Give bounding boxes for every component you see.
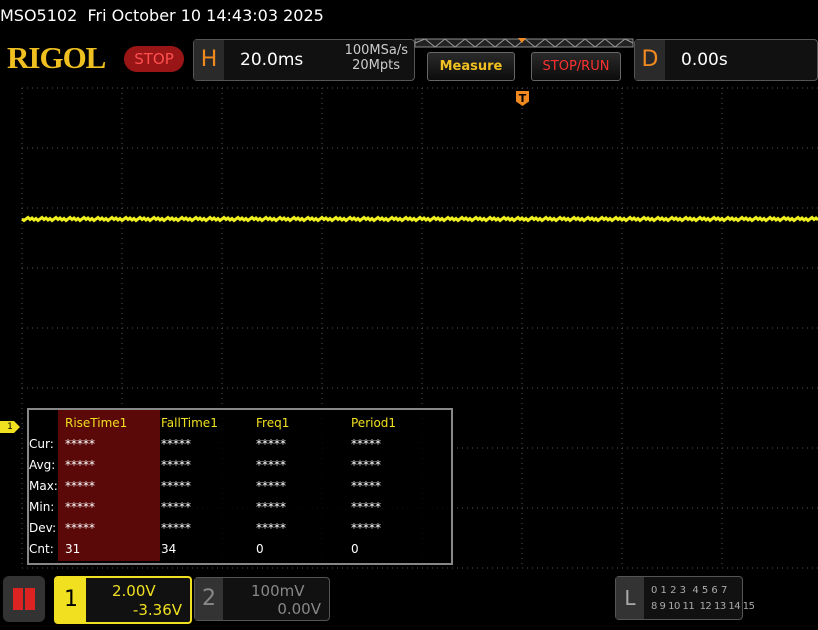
logo: RIGOL	[7, 40, 106, 75]
memory-bar	[414, 38, 634, 48]
measure-value: *****	[351, 437, 381, 451]
timebase: 20.0ms	[240, 50, 304, 70]
memory-marker	[518, 38, 526, 43]
channel-marker: 1	[0, 421, 20, 433]
channel-offset: -3.36V	[132, 601, 182, 619]
menu-icon	[13, 588, 35, 610]
measure-value: 0	[256, 542, 264, 556]
status-text: MSO5102 Fri October 10 14:43:03 2025	[0, 6, 324, 25]
column-header: RiseTime1	[65, 416, 128, 430]
measure-value: *****	[351, 458, 381, 472]
channel-1-panel[interactable]: 1 2.00V -3.36V	[54, 576, 192, 624]
measure-value: *****	[65, 437, 95, 451]
measure-value: *****	[65, 458, 95, 472]
measure-value: 31	[65, 542, 81, 556]
measure-value: *****	[256, 458, 286, 472]
measure-value: *****	[161, 458, 191, 472]
memory-depth: 20Mpts	[352, 58, 400, 73]
row-label: Cnt:	[29, 542, 54, 556]
channel-number: 2	[195, 578, 223, 620]
horizontal-panel[interactable]: H 20.0ms 100MSa/s 20Mpts	[193, 39, 415, 81]
channel-scale: 100mV	[251, 582, 305, 600]
row-label: Cur:	[29, 437, 54, 451]
row-label: Min:	[29, 500, 55, 514]
measure-value: *****	[65, 521, 95, 535]
delay-panel[interactable]: D 0.00s	[634, 39, 818, 81]
menu-button[interactable]	[3, 576, 45, 622]
measure-value: 0	[351, 542, 359, 556]
column-header: Period1	[351, 416, 397, 430]
waveform-trace	[21, 215, 818, 223]
channel-offset: 0.00V	[277, 600, 321, 618]
trigger-marker: T	[516, 91, 529, 106]
measure-button[interactable]: Measure	[427, 52, 515, 81]
row-label: Dev:	[29, 521, 57, 535]
logic-panel[interactable]: L 0 1 2 3 4 5 6 7 8 9 10 11 12 13 14 15	[615, 576, 755, 620]
logic-row: 0 1 2 3 4 5 6 7	[651, 585, 728, 596]
stop-run-button[interactable]: STOP/RUN	[531, 52, 621, 81]
measure-value: *****	[351, 521, 381, 535]
column-header: FallTime1	[161, 416, 218, 430]
measure-value: *****	[351, 479, 381, 493]
delay-value: 0.00s	[681, 50, 728, 70]
measure-table: RiseTime1 FallTime1 Freq1 Period1 Cur: ***** *…	[27, 408, 453, 565]
delay-label: D	[635, 40, 665, 80]
sample-rate: 100MSa/s	[344, 43, 408, 58]
column-header: Freq1	[256, 416, 290, 430]
row-label: Avg:	[29, 458, 56, 472]
measure-value: *****	[65, 500, 95, 514]
logic-row: 8 9 10 11 12 13 14 15	[651, 601, 755, 612]
logic-label: L	[616, 577, 644, 619]
measure-value: *****	[161, 521, 191, 535]
measure-value: *****	[65, 479, 95, 493]
measure-value: *****	[161, 500, 191, 514]
measure-value: *****	[256, 521, 286, 535]
measure-value: 34	[161, 542, 177, 556]
channel-number: 1	[56, 578, 86, 622]
measure-value: *****	[161, 437, 191, 451]
measure-value: *****	[256, 479, 286, 493]
column-highlight	[58, 410, 160, 561]
channel-2-panel[interactable]: 2 100mV 0.00V	[194, 577, 330, 621]
run-state: STOP	[124, 46, 184, 72]
measure-value: *****	[351, 500, 381, 514]
measure-value: *****	[256, 500, 286, 514]
horizontal-label: H	[194, 40, 224, 80]
measure-value: *****	[161, 479, 191, 493]
measure-value: *****	[256, 437, 286, 451]
channel-scale: 2.00V	[112, 582, 156, 600]
row-label: Max:	[29, 479, 58, 493]
